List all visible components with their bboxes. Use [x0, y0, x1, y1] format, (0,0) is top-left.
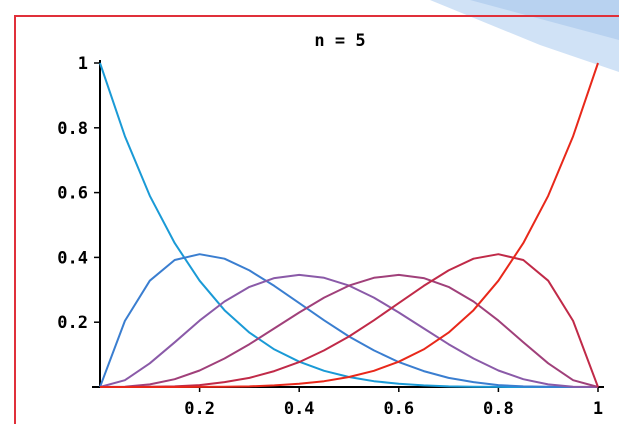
x-tick-label: 0.8	[483, 399, 514, 419]
x-tick-label: 0.6	[383, 399, 414, 419]
y-tick-label: 1	[78, 54, 88, 74]
series-layer	[99, 62, 599, 388]
series-line-5	[100, 62, 599, 388]
y-tick-label: 0.8	[57, 119, 88, 139]
x-tick-label: 1	[593, 399, 603, 419]
y-tick-label: 0.2	[57, 313, 88, 333]
x-tick-label: 0.2	[184, 399, 215, 419]
chart-title: n = 5	[314, 31, 365, 51]
y-tick-label: 0.6	[57, 184, 88, 204]
series-line-1	[99, 253, 598, 388]
decor-band-inner	[470, 0, 619, 40]
tick-layer: 0.2 0.4 0.6 0.8 1 0.2 0.4 0.6 0.8 1	[57, 54, 603, 419]
x-tick-label: 0.4	[284, 399, 315, 419]
series-line-2	[99, 273, 599, 388]
series-line-4	[100, 253, 599, 388]
series-line-3	[99, 273, 599, 388]
series-line-0	[99, 62, 598, 388]
y-tick-label: 0.4	[57, 248, 88, 268]
